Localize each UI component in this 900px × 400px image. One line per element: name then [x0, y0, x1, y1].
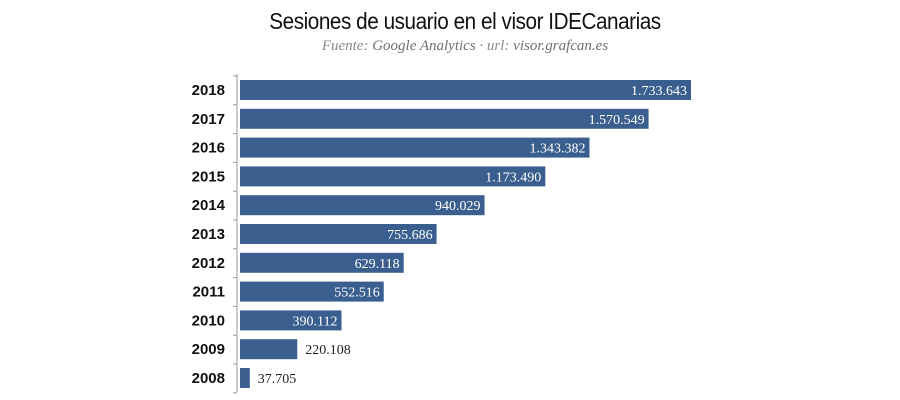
subtitle-source-label: Fuente: [321, 38, 369, 54]
bar [240, 224, 437, 244]
category-label: 2017 [192, 111, 225, 128]
category-label: 2016 [192, 140, 225, 157]
category-label: 2010 [192, 312, 225, 329]
bar [240, 281, 384, 302]
category-label: 2008 [192, 370, 225, 387]
data-label: 1.173.490 [485, 170, 541, 185]
bar [240, 80, 691, 100]
data-label: 220.108 [305, 343, 351, 358]
category-label: 2014 [192, 197, 226, 214]
subtitle-separator: · [479, 38, 484, 54]
data-label: 1.570.549 [589, 113, 645, 128]
data-label: 1.733.643 [631, 84, 687, 99]
category-label: 2009 [192, 341, 225, 358]
bar [240, 368, 250, 388]
data-label: 1.343.382 [529, 142, 585, 157]
data-label: 552.516 [334, 286, 380, 301]
bar [240, 339, 298, 360]
data-label: 37.705 [258, 372, 297, 387]
bar [240, 195, 485, 216]
data-label: 940.029 [435, 199, 481, 214]
subtitle-url-label: url: [486, 38, 510, 54]
data-label: 390.112 [293, 314, 338, 329]
category-label: 2015 [192, 168, 225, 185]
bar [240, 166, 546, 187]
category-label: 2018 [192, 82, 225, 99]
category-label: 2012 [192, 255, 225, 272]
chart-title: Sesiones de usuario en el visor IDECanar… [269, 8, 661, 34]
subtitle-url-value: visor.grafcan.es [513, 38, 609, 54]
category-label: 2011 [192, 284, 225, 301]
bar [240, 137, 590, 158]
subtitle-source-value: Google Analytics [372, 38, 476, 54]
bar [240, 108, 649, 129]
bar [240, 310, 342, 331]
data-label: 629.118 [355, 257, 400, 272]
chart-subtitle: Fuente: Google Analytics · url: visor.gr… [0, 38, 900, 55]
bar [240, 252, 404, 273]
data-label: 755.686 [387, 228, 433, 243]
category-label: 2013 [192, 226, 225, 243]
